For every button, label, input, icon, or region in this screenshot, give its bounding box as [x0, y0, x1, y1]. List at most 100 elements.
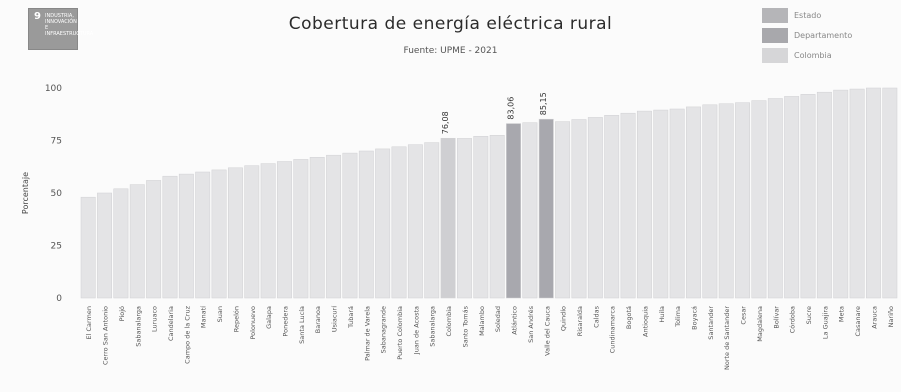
- sdg-label-line: INDUSTRIA,: [45, 13, 74, 19]
- x-tick-label: Piojó: [118, 306, 126, 321]
- bar: [375, 148, 391, 299]
- x-tick-label: Baranoa: [314, 306, 322, 333]
- bar: [506, 123, 521, 299]
- legend-item-departamento: Departamento: [762, 26, 897, 44]
- x-tick-label: Palmar de Varela: [363, 306, 371, 361]
- bar: [669, 108, 685, 299]
- data-label: 76,08: [441, 111, 450, 134]
- bar: [80, 196, 96, 299]
- x-tick-label: Juan de Acosta: [412, 306, 420, 355]
- y-axis-label: Porcentaje: [21, 172, 30, 214]
- x-tick-label: Magdalena: [756, 306, 764, 342]
- x-tick-label: Ponedera: [282, 306, 290, 337]
- x-tick-label: Galapa: [265, 306, 273, 329]
- bar: [178, 173, 194, 299]
- x-tick-label: Santander: [707, 306, 715, 340]
- x-tick-label: Santo Tomás: [461, 305, 469, 347]
- bar: [424, 142, 440, 299]
- x-tick-label: Colombia: [445, 306, 453, 337]
- bar: [489, 135, 505, 299]
- bar: [620, 112, 636, 299]
- x-tick-label: Malambo: [478, 306, 486, 336]
- bar: [833, 89, 849, 299]
- bar: [718, 103, 734, 299]
- bar: [522, 122, 538, 299]
- bar: [784, 96, 800, 299]
- y-tick-label: 75: [51, 137, 62, 147]
- bar: [277, 161, 292, 299]
- chart-subtitle: Fuente: UPME - 2021: [403, 46, 498, 56]
- bar: [97, 192, 112, 299]
- x-tick-label: Casanare: [854, 306, 862, 337]
- x-tick-label: Quindío: [560, 306, 568, 331]
- legend-swatch: [762, 47, 788, 63]
- data-label: 85,15: [539, 92, 548, 115]
- bar: [358, 150, 374, 299]
- x-tick-label: Norte de Santander: [723, 306, 731, 370]
- sdg-label-line: INNOVACIÓN E: [45, 19, 77, 31]
- bar: [407, 144, 423, 299]
- x-tick-label: Tolima: [674, 306, 682, 328]
- bar: [342, 152, 358, 299]
- bar: [113, 188, 129, 299]
- bar: [587, 117, 603, 299]
- bar: [751, 100, 767, 299]
- x-tick-label: Huila: [658, 306, 666, 323]
- data-label: 83,06: [507, 97, 516, 120]
- x-tick-label: Sabanalarga: [429, 306, 437, 347]
- bar: [227, 167, 243, 299]
- bar: [849, 88, 865, 299]
- bar: [816, 91, 832, 299]
- legend-label: Departamento: [794, 30, 853, 40]
- bar: [767, 98, 783, 299]
- x-tick-label: Manatí: [200, 306, 208, 328]
- x-tick-label: Antioquia: [641, 306, 649, 337]
- x-tick-label: Meta: [838, 306, 846, 322]
- bar: [260, 163, 276, 299]
- x-tick-label: Soledad: [494, 306, 502, 332]
- bar: [244, 165, 260, 299]
- legend-label: Estado: [794, 10, 822, 20]
- x-tick-label: Campo de la Cruz: [183, 305, 191, 363]
- sdg-logo: 9 INDUSTRIA, INNOVACIÓN E INFRAESTRUCTUR…: [28, 8, 94, 50]
- bar: [653, 109, 669, 299]
- bar: [473, 136, 489, 299]
- y-tick-label: 25: [51, 242, 62, 252]
- x-tick-label: Tubará: [347, 306, 355, 329]
- x-tick-label: Cesar: [740, 306, 748, 325]
- bar: [800, 94, 816, 299]
- x-tick-label: Candelaria: [167, 306, 175, 341]
- bar: [162, 175, 178, 299]
- x-tick-label: Cundinamarca: [609, 306, 617, 353]
- legend-item-estado: Estado: [762, 6, 897, 24]
- bar: [195, 171, 211, 299]
- x-tick-label: Repelón: [232, 306, 240, 332]
- x-tick-label: San Andrés: [527, 305, 535, 343]
- y-tick-label: 100: [45, 84, 62, 94]
- sdg-number: 9: [34, 11, 41, 22]
- bar: [571, 119, 587, 299]
- bar: [129, 184, 145, 299]
- legend-swatch: [762, 7, 788, 23]
- bar: [636, 110, 652, 299]
- chart-title: Cobertura de energía eléctrica rural: [288, 14, 613, 34]
- x-tick-label: El Carmen: [85, 306, 93, 340]
- legend-swatch: [762, 27, 788, 43]
- bar: [326, 154, 342, 299]
- bar: [146, 180, 162, 299]
- legend-item-colombia: Colombia: [762, 46, 897, 64]
- sdg-label-line: INFRAESTRUCTURA: [45, 31, 94, 37]
- sdg-label: INDUSTRIA, INNOVACIÓN E INFRAESTRUCTURA: [45, 13, 94, 37]
- x-tick-label: Atlántico: [511, 306, 519, 335]
- bar: [440, 137, 456, 299]
- x-tick-label: Risaralda: [576, 306, 584, 336]
- x-tick-label: Suan: [216, 306, 224, 322]
- bar: [457, 138, 472, 299]
- legend-label: Colombia: [794, 50, 832, 60]
- bar: [735, 102, 751, 299]
- x-tick-label: Cerro San Antonio: [102, 306, 110, 365]
- y-tick-label: 0: [56, 294, 62, 304]
- x-tick-label: La Guajira: [821, 306, 829, 339]
- chart-legend: Estado Departamento Colombia: [762, 6, 897, 66]
